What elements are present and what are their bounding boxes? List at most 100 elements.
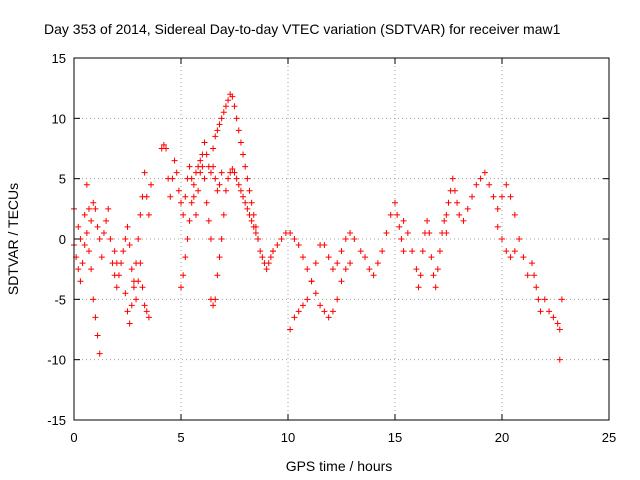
data-point [486,181,493,188]
data-point [436,248,443,255]
data-point [231,103,238,110]
data-point [321,308,328,315]
data-point [188,175,195,182]
data-point [203,199,210,206]
data-point [535,296,542,303]
data-point [128,302,135,309]
data-point [118,260,125,267]
y-tick-label: 0 [59,232,66,247]
data-point [299,302,306,309]
data-point [537,308,544,315]
y-tick-label: 5 [59,172,66,187]
data-point [295,308,302,315]
data-point [383,229,390,236]
data-point [178,199,184,206]
data-point [469,193,476,200]
data-point [325,254,332,261]
data-point [81,242,88,249]
data-point [85,205,92,212]
data-point [90,199,97,206]
data-point [212,296,219,303]
data-point [396,223,403,230]
data-point [160,141,167,148]
data-point [92,314,99,321]
data-point [167,193,174,200]
data-point [139,284,146,291]
data-point [357,248,364,255]
data-point [443,211,450,218]
data-point [398,236,405,242]
data-point [295,242,302,249]
data-point [203,151,210,158]
y-tick-label: -15 [47,413,66,428]
data-point [173,169,180,176]
data-point [207,169,214,176]
data-point [201,139,208,146]
data-point [338,248,345,255]
data-point [195,187,202,194]
data-point [190,193,197,200]
data-point [92,205,99,212]
data-point [128,266,135,273]
data-point [259,254,266,261]
data-point [107,236,114,242]
data-point [83,229,90,236]
data-point [235,127,242,134]
data-point [287,229,294,236]
data-point [96,236,103,242]
data-point [454,199,461,206]
data-point [216,254,223,261]
data-point [291,314,298,321]
data-point [278,236,285,242]
data-point [192,211,199,218]
y-tick-label: 10 [52,111,66,126]
data-point [130,278,137,285]
data-point [218,236,225,242]
data-point [511,248,518,255]
data-point [94,223,101,230]
data-point [141,302,148,309]
data-point [222,103,229,110]
data-point [75,266,82,273]
data-point [274,242,281,249]
data-point [419,248,426,255]
data-point [533,284,540,291]
data-point [511,211,518,218]
data-point [124,308,131,315]
data-point [115,272,122,279]
data-point [550,314,557,321]
data-point [212,175,219,182]
data-point [451,187,458,194]
x-tick-label: 10 [281,430,295,445]
data-point [85,248,92,255]
data-point [329,308,336,315]
data-point [387,211,394,218]
data-point [186,163,193,170]
data-point [75,223,82,230]
data-point [218,169,225,176]
data-point [424,217,431,224]
data-point [122,236,129,242]
data-point [432,284,439,291]
data-point [531,272,538,279]
data-point [113,284,120,291]
data-point [325,314,332,321]
data-point [207,236,214,242]
x-tick-label: 20 [495,430,509,445]
data-point [252,229,259,236]
data-point [229,93,236,100]
data-point [171,157,178,164]
data-point [240,151,247,158]
data-point [205,217,212,224]
data-point [370,272,377,279]
data-point [180,211,187,218]
data-point [546,308,553,315]
data-point [124,223,131,230]
data-point [516,236,523,242]
y-axis-label: SDTVAR / TECUs [5,183,21,295]
y-tick-label: -5 [54,292,66,307]
data-point [415,284,422,291]
data-point [130,284,137,291]
data-point [334,260,341,267]
data-point [122,290,129,297]
